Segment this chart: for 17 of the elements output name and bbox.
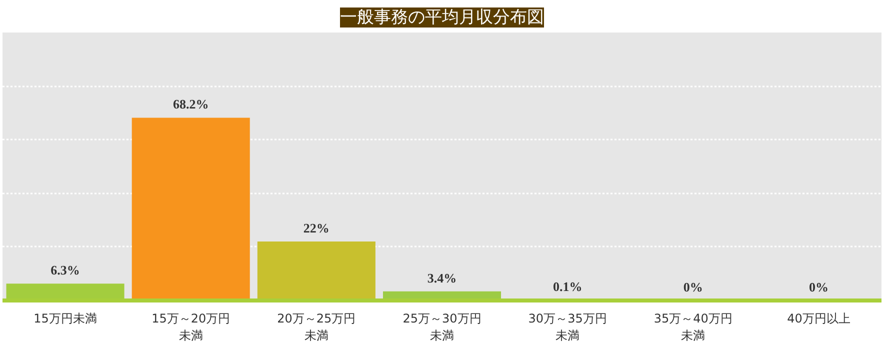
x-tick-label: 30万～35万円未満: [528, 312, 607, 342]
data-label: 0%: [808, 280, 828, 294]
data-label: 0%: [683, 280, 703, 294]
x-tick-label: 15万～20万円未満: [152, 312, 230, 342]
x-tick-label: 40万円以上: [787, 312, 850, 326]
data-label: 6.3%: [50, 262, 80, 278]
bar: [257, 242, 376, 300]
x-tick-label: 35万～40万円未満: [654, 312, 732, 342]
x-tick-label: 20万～25万円未満: [277, 312, 356, 342]
x-tick-label: 25万～30万円未満: [402, 312, 482, 342]
data-label: 68.2%: [172, 96, 209, 112]
data-label: 22%: [303, 220, 330, 236]
chart-title: 一般事務の平均月収分布図: [340, 8, 544, 28]
data-label: 0.1%: [552, 279, 582, 294]
bar: [132, 118, 250, 300]
x-tick-label: 15万円未満: [34, 312, 97, 326]
data-label: 3.4%: [427, 270, 457, 286]
